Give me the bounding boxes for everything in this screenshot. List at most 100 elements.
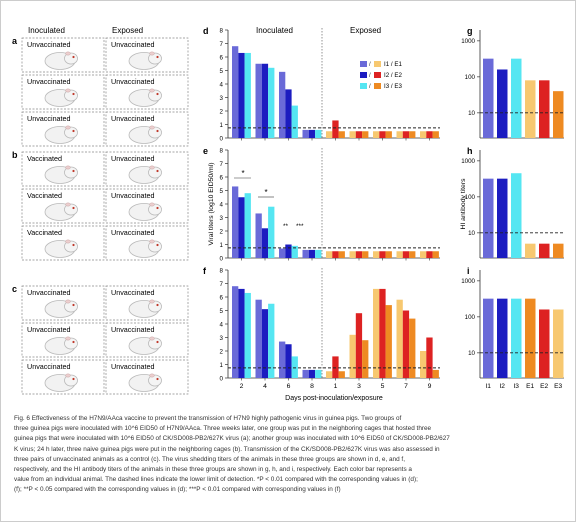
y-tick-label: 6 [220, 174, 224, 181]
legend-swatch-exposed [374, 72, 381, 78]
cage-label-inoculated: Vaccinated [27, 191, 62, 200]
guinea-pig-head [64, 337, 78, 350]
cage-label-exposed: Unvaccinated [111, 288, 155, 297]
bar-e-I2E2-day2 [238, 197, 245, 258]
bar-e-I1E1-day9 [420, 251, 427, 258]
panel-letter-c: c [12, 284, 17, 294]
bar-f-I3E3-day8 [315, 369, 322, 378]
bar-g-E3 [553, 91, 564, 138]
bar-e-I1E1-day8 [302, 249, 309, 258]
guinea-pig-head [148, 337, 162, 350]
x-tick-label: 5 [381, 383, 385, 390]
guinea-pig-eye [156, 303, 159, 307]
bar-d-I3E3-day9 [432, 131, 439, 138]
bar-d-I1E1-day4 [255, 63, 262, 138]
bar-f-I1E1-day1 [326, 371, 333, 378]
guinea-pig-ear [65, 373, 71, 378]
bar-e-I2E2-day5 [379, 251, 386, 258]
guinea-pig-head [64, 300, 78, 313]
guinea-pig-ear [149, 239, 155, 244]
bar-d-I1E1-day5 [373, 131, 380, 138]
y-tick-label: 2 [220, 348, 224, 355]
bar-d-I2E2-day6 [285, 89, 292, 138]
guinea-pig-head [64, 166, 78, 179]
bar-e-I1E1-day1 [326, 251, 333, 258]
bar-e-I1E1-day3 [349, 251, 356, 258]
guinea-pig-head [148, 52, 162, 65]
y-tick-label: 100 [465, 74, 476, 81]
bar-d-I2E2-day9 [426, 131, 433, 138]
y-tick-label: 8 [220, 147, 224, 154]
bar-h-I3 [511, 173, 522, 258]
guinea-pig-eye [72, 206, 75, 210]
guinea-pig-head [148, 166, 162, 179]
bar-d-I1E1-day2 [232, 46, 239, 139]
y-tick-label: 10 [468, 230, 475, 237]
bar-e-I1E1-day5 [373, 251, 380, 258]
y-tick-label: 6 [220, 294, 224, 301]
x-tick-label: 4 [263, 383, 267, 390]
bar-e-I3E3-day7 [409, 251, 416, 258]
legend-swatch-inoculated [360, 72, 367, 78]
y-tick-label: 1000 [461, 278, 475, 285]
legend-label: I1 / E1 [384, 61, 402, 68]
cage-label-inoculated: Unvaccinated [27, 40, 71, 49]
x-tick-label: 3 [357, 383, 361, 390]
panel-letter-h: h [467, 146, 473, 156]
x-tick-label: E1 [526, 383, 534, 390]
y-tick-label: 5 [220, 308, 224, 315]
x-tick-label: I1 [485, 383, 491, 390]
guinea-pig-head [148, 126, 162, 139]
bar-h-E2 [539, 243, 550, 258]
bar-d-I3E3-day3 [362, 131, 369, 138]
bar-f-I2E2-day7 [402, 310, 410, 378]
panel-letter-f: f [203, 266, 207, 276]
bar-e-I3E3-day6 [291, 245, 298, 258]
guinea-pig-eye [72, 303, 75, 307]
guinea-pig-ear [65, 165, 71, 170]
bar-d-I2E2-day5 [379, 131, 386, 138]
caption-line: guinea pigs that were inoculated with 10… [14, 435, 450, 443]
bar-f-I3E3-day7 [409, 318, 416, 378]
sig-marker: * [264, 188, 267, 197]
bar-f-I3E3-day9 [432, 369, 439, 378]
legend-slash: / [369, 84, 371, 90]
y-tick-label: 5 [220, 188, 224, 195]
legend-swatch-inoculated [360, 61, 367, 67]
guinea-pig-ear [65, 51, 71, 56]
bar-h-I2 [497, 178, 508, 258]
cage-label-inoculated: Unvaccinated [27, 362, 71, 371]
bar-e-I3E3-day9 [432, 251, 439, 258]
bar-f-I3E3-day4 [268, 303, 275, 378]
bar-e-I2E2-day7 [402, 251, 410, 258]
bar-d-I3E3-day8 [315, 129, 322, 138]
bar-d-I3E3-day5 [385, 131, 392, 138]
bar-f-I3E3-day6 [291, 356, 298, 378]
bar-f-I3E3-day3 [362, 340, 369, 378]
bar-e-I1E1-day4 [255, 213, 262, 258]
bar-f-I2E2-day3 [355, 313, 363, 378]
guinea-pig-ear [149, 51, 155, 56]
bar-f-I3E3-day5 [385, 305, 392, 378]
guinea-pig-ear [149, 165, 155, 170]
x-tick-label: E2 [540, 383, 548, 390]
bar-i-I3 [511, 298, 522, 378]
bar-d-I1E1-day8 [302, 129, 309, 138]
bar-e-I1E1-day6 [279, 248, 286, 258]
guinea-pig-ear [149, 125, 155, 130]
legend-label: I3 / E3 [384, 83, 402, 90]
cage-label-inoculated: Vaccinated [27, 154, 62, 163]
cage-label-exposed: Unvaccinated [111, 154, 155, 163]
bar-i-E2 [539, 309, 550, 378]
y-tick-label: 1 [220, 362, 224, 369]
bar-d-I3E3-day4 [268, 67, 275, 138]
bar-f-I1E1-day4 [255, 299, 262, 378]
bar-g-E1 [525, 80, 536, 138]
cage-label-exposed: Unvaccinated [111, 114, 155, 123]
legend-slash: / [369, 73, 371, 79]
y-tick-label: 1000 [461, 38, 475, 45]
guinea-pig-eye [156, 55, 159, 59]
bar-e-I1E1-day2 [232, 186, 239, 258]
bar-f-I2E2-day2 [238, 288, 245, 378]
bar-d-I2E2-day1 [332, 120, 339, 138]
